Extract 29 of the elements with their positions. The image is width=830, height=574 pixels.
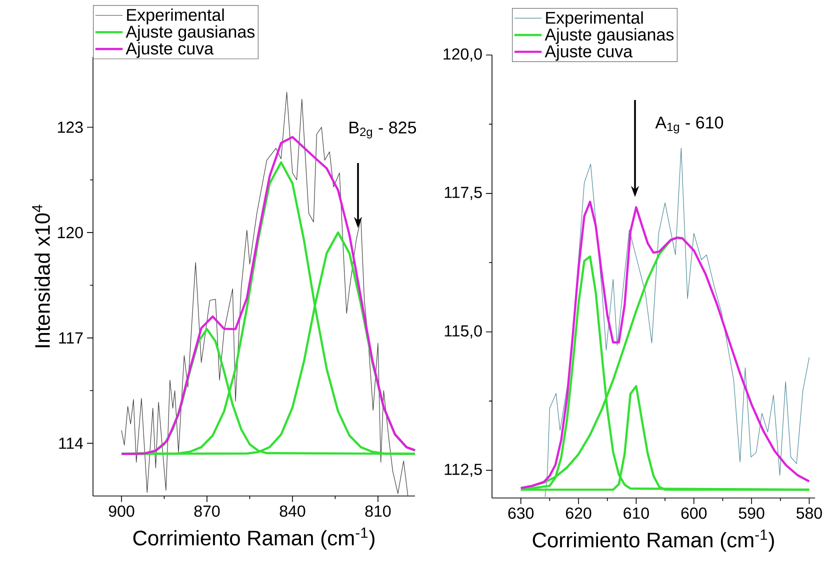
y-tick-label: 117 xyxy=(59,332,83,344)
x-tick-label: 610 xyxy=(624,508,649,519)
x-tick-label: 840 xyxy=(280,506,306,517)
y-tick-label: 114 xyxy=(59,438,84,449)
x-tick-label: 900 xyxy=(108,506,134,517)
y-tick-label: 117,5 xyxy=(444,186,482,200)
x-axis-title: Corrimiento Raman (cm$^{-1}$) xyxy=(133,528,374,550)
y-tick-label: 120,0 xyxy=(444,48,482,62)
x-tick-label: 630 xyxy=(508,508,534,519)
y-tick-label: 112,5 xyxy=(444,464,482,477)
x-tick-label: 810 xyxy=(365,506,391,517)
y-tick-label: 123 xyxy=(58,122,83,133)
x-tick-label: 590 xyxy=(738,508,764,519)
y-tick-label: 120 xyxy=(58,226,83,238)
annotation: B$_{2g}$ - 825 xyxy=(350,122,416,138)
x-axis-title: Corrimiento Raman (cm$^{-1}$) xyxy=(532,530,774,552)
legend-label: Ajuste gausianas xyxy=(544,28,674,44)
x-tick-label: 620 xyxy=(566,508,592,519)
x-tick-label: 580 xyxy=(796,508,822,519)
y-tick-label: 115,0 xyxy=(444,325,482,338)
legend-label: Experimental xyxy=(546,11,643,28)
x-tick-label: 600 xyxy=(681,508,707,519)
legend-label: Ajuste gausianas xyxy=(126,25,255,42)
legend-label: Experimental xyxy=(127,8,224,24)
y-axis-title: Intensidad x10$^{4}$ xyxy=(32,204,50,348)
annotation: A$_{1g}$ - 610 xyxy=(655,116,724,134)
legend-label: Ajuste cuva xyxy=(544,44,633,61)
x-tick-label: 870 xyxy=(194,506,220,517)
legend-label: Ajuste cuva xyxy=(126,42,214,58)
